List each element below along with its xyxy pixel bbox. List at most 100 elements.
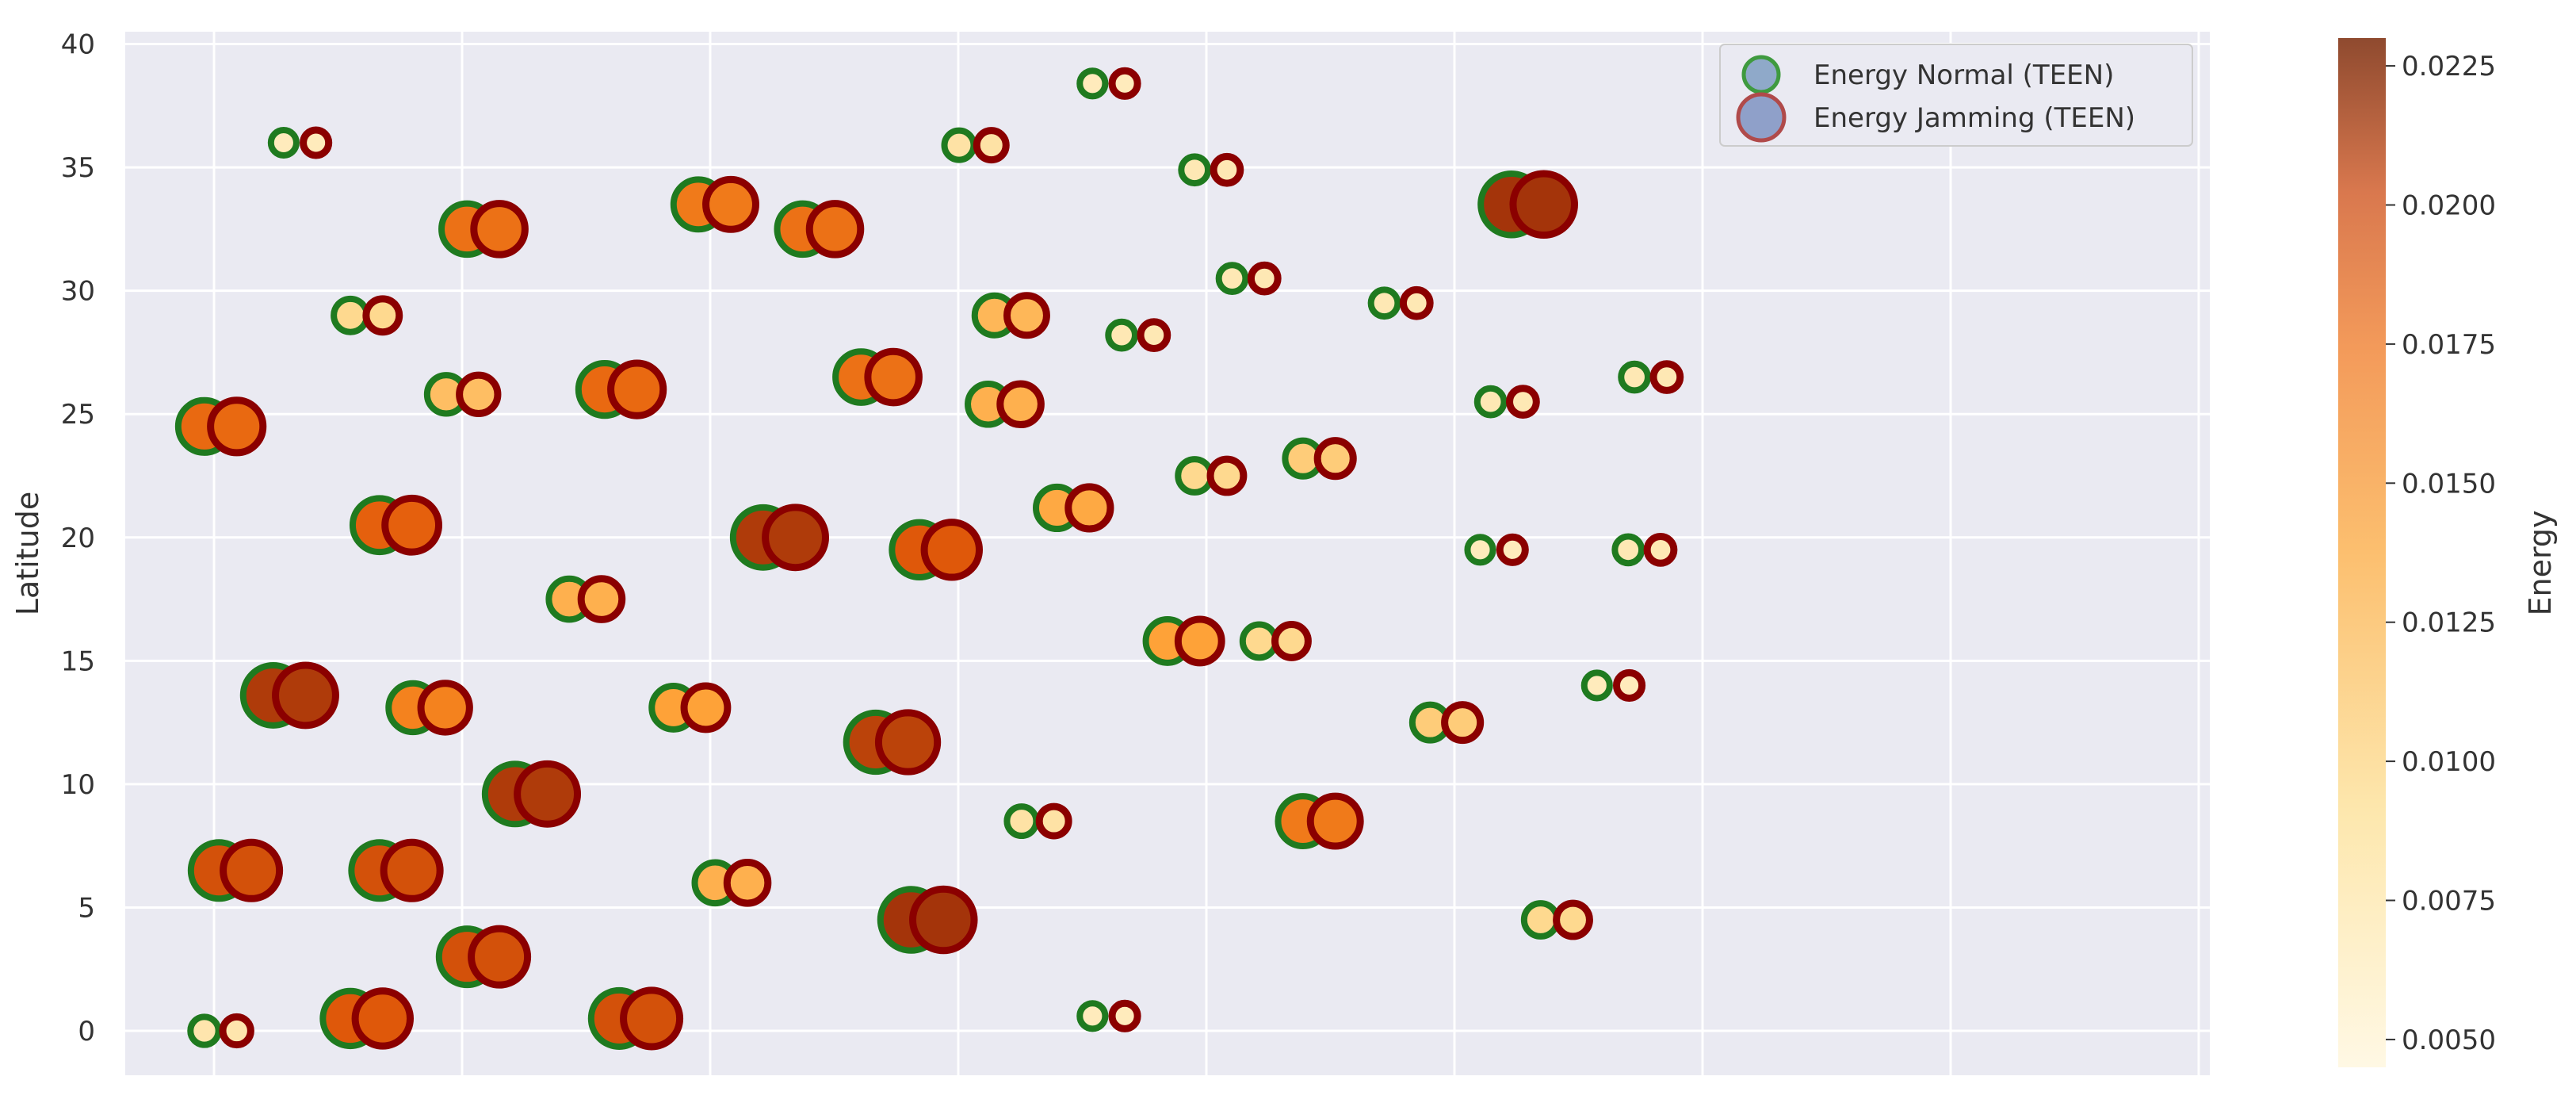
y-tick-label: 15: [61, 645, 95, 677]
y-tick-label: 25: [61, 399, 95, 431]
y-tick-label: 10: [61, 769, 95, 801]
point-jamming: [1649, 360, 1684, 394]
point-jamming: [380, 838, 444, 902]
point-normal: [267, 126, 300, 159]
legend: Energy Normal (TEEN) Energy Jamming (TEE…: [1719, 44, 2193, 147]
point-normal: [1520, 900, 1561, 940]
point-jamming: [351, 987, 415, 1050]
y-tick-label: 0: [78, 1016, 95, 1047]
point-normal: [1618, 360, 1651, 394]
point-jamming: [470, 200, 529, 259]
plot-area: [125, 32, 2210, 1075]
point-jamming: [362, 295, 403, 336]
point-jamming: [1271, 621, 1312, 661]
point-normal: [941, 127, 977, 163]
point-jamming: [219, 1013, 254, 1049]
colorbar-tick-label: 0.0150: [2402, 468, 2496, 500]
point-normal: [1367, 286, 1401, 320]
point-jamming: [702, 175, 759, 233]
point-jamming: [1313, 437, 1357, 481]
point-jamming: [920, 519, 983, 581]
colorbar-tick-label: 0.0100: [2402, 746, 2496, 778]
point-jamming: [620, 986, 684, 1051]
point-jamming: [456, 371, 502, 417]
point-normal: [1239, 621, 1279, 661]
point-normal: [1003, 803, 1040, 840]
point-jamming: [1174, 615, 1225, 667]
colorbar-tick-label: 0.0050: [2402, 1024, 2496, 1056]
y-tick-label: 5: [78, 892, 95, 924]
point-normal: [1175, 456, 1215, 496]
point-jamming: [1612, 668, 1646, 702]
point-jamming: [864, 347, 923, 407]
point-jamming: [577, 575, 626, 623]
legend-marker-normal: [1741, 55, 1781, 94]
point-jamming: [220, 838, 284, 902]
point-jamming: [1247, 261, 1282, 296]
point-jamming: [1643, 532, 1678, 567]
point-jamming: [1506, 385, 1540, 419]
legend-label-normal: Energy Normal (TEEN): [1814, 59, 2114, 91]
colorbar-tick-label: 0.0225: [2402, 51, 2496, 82]
point-jamming: [1206, 455, 1248, 496]
point-jamming: [996, 380, 1045, 429]
colorbar-ticks: 0.0050 0.0075 0.0100 0.0125 0.0150 0.0175 0.02…: [2386, 51, 2496, 1056]
point-jamming: [417, 680, 473, 736]
point-normal: [1076, 67, 1109, 100]
point-jamming: [1108, 67, 1141, 100]
point-jamming: [1509, 170, 1578, 239]
colorbar-tick-label: 0.0125: [2402, 607, 2496, 639]
point-jamming: [1108, 999, 1141, 1032]
y-tick-labels: 0 5 10 15 20 25 30 35 40: [61, 29, 95, 1047]
colorbar-gradient: [2338, 38, 2386, 1067]
point-jamming: [874, 709, 942, 776]
y-tick-label: 20: [61, 523, 95, 554]
point-jamming: [207, 396, 267, 457]
point-jamming: [1003, 292, 1050, 339]
point-jamming: [1496, 533, 1529, 566]
point-normal: [1215, 262, 1249, 295]
point-jamming: [909, 885, 978, 955]
point-jamming: [468, 925, 532, 989]
data-points: [174, 67, 1684, 1051]
colorbar-label: Energy: [2523, 510, 2558, 615]
point-jamming: [514, 760, 582, 828]
legend-box: [1719, 44, 2193, 147]
point-jamming: [805, 200, 865, 259]
legend-label-jamming: Energy Jamming (TEEN): [1814, 102, 2135, 134]
point-jamming: [1399, 285, 1434, 320]
point-normal: [1580, 669, 1613, 702]
point-jamming: [1210, 152, 1244, 187]
colorbar: 0.0050 0.0075 0.0100 0.0125 0.0150 0.0175 0.02…: [2338, 38, 2558, 1067]
point-jamming: [762, 504, 829, 572]
y-tick-label: 30: [61, 276, 95, 308]
point-jamming: [272, 661, 339, 730]
y-tick-label: 40: [61, 29, 95, 61]
point-jamming: [607, 359, 667, 419]
point-jamming: [680, 682, 732, 733]
point-normal: [1473, 385, 1508, 419]
point-normal: [1076, 1000, 1109, 1032]
y-tick-label: 35: [61, 152, 95, 184]
colorbar-tick-label: 0.0075: [2402, 886, 2496, 917]
point-jamming: [1553, 899, 1593, 940]
point-jamming: [381, 494, 443, 556]
point-normal: [1611, 533, 1645, 567]
point-jamming: [1306, 792, 1364, 850]
point-jamming: [723, 859, 772, 907]
point-jamming: [1035, 802, 1072, 840]
y-axis-label: Latitude: [10, 492, 45, 615]
point-normal: [1105, 318, 1139, 352]
point-jamming: [1441, 701, 1485, 745]
point-jamming: [1137, 318, 1171, 353]
colorbar-tick-label: 0.0200: [2402, 190, 2496, 221]
point-normal: [331, 295, 370, 335]
point-jamming: [1064, 483, 1114, 533]
point-normal: [1464, 534, 1496, 566]
point-jamming: [300, 126, 333, 159]
point-normal: [187, 1013, 222, 1048]
point-normal: [1178, 153, 1212, 187]
legend-marker-jamming: [1736, 92, 1787, 143]
colorbar-tick-label: 0.0175: [2402, 329, 2496, 361]
